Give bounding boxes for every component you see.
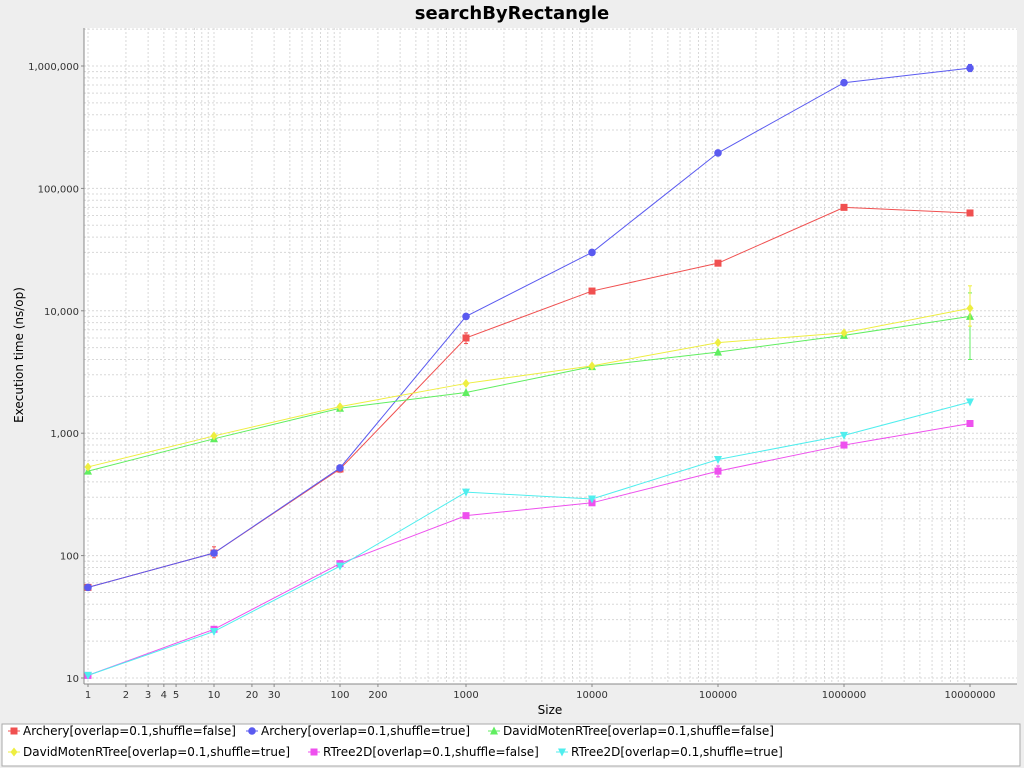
data-point <box>84 671 92 680</box>
y-tick-label: 1,000,000 <box>28 62 79 73</box>
data-point <box>588 361 596 371</box>
x-tick-label: 2 <box>123 690 129 701</box>
data-point <box>966 420 974 428</box>
data-point <box>462 334 470 342</box>
data-point <box>336 464 344 472</box>
legend-swatch-marker <box>10 747 18 757</box>
x-tick-label: 10000 <box>576 690 608 701</box>
data-point <box>966 303 974 313</box>
y-tick-label: 10,000 <box>44 307 79 318</box>
data-point <box>840 78 848 87</box>
x-tick-label: 3 <box>145 690 151 701</box>
series-line <box>87 67 971 588</box>
data-point <box>210 627 218 636</box>
data-point <box>462 512 470 520</box>
data-point <box>336 562 344 571</box>
x-tick-label: 10 <box>208 690 221 701</box>
data-point <box>714 455 722 464</box>
data-point <box>210 549 218 557</box>
y-tick-label: 1,000 <box>50 429 79 440</box>
legend-swatch-marker <box>490 726 498 735</box>
data-point <box>966 64 974 72</box>
legend-label: Archery[overlap=0.1,shuffle=false] <box>23 724 236 738</box>
data-point <box>462 378 470 388</box>
legend-item-2: DavidMotenRTree[overlap=0.1,shuffle=fals… <box>488 724 774 738</box>
data-point <box>462 488 470 497</box>
series-3 <box>84 285 974 472</box>
x-tick-label: 1000000 <box>822 690 867 701</box>
y-tick-label: 100 <box>60 552 79 563</box>
data-point <box>462 312 470 321</box>
grid-layer <box>84 28 1017 684</box>
legend-label: RTree2D[overlap=0.1,shuffle=true] <box>571 745 783 759</box>
legend-label: RTree2D[overlap=0.1,shuffle=false] <box>323 745 539 759</box>
y-tick-label: 10 <box>66 674 79 685</box>
legend-swatch-marker <box>558 748 566 757</box>
axis-layer: 1 2 3 4 5 10 20 30 100 200 1000 10000 100000 1000000 1… <box>28 28 1017 701</box>
data-point <box>840 441 848 449</box>
legend-label: Archery[overlap=0.1,shuffle=true] <box>261 724 470 738</box>
x-axis-label: Size <box>538 703 563 717</box>
series-line <box>87 423 971 676</box>
x-tick-label: 4 <box>161 690 167 701</box>
legend-item-0: Archery[overlap=0.1,shuffle=false] <box>8 724 236 738</box>
chart-title: searchByRectangle <box>415 3 609 24</box>
legend-label: DavidMotenRTree[overlap=0.1,shuffle=true… <box>23 745 290 759</box>
data-point <box>588 495 596 504</box>
series-line <box>87 401 971 676</box>
x-tick-label: 10000000 <box>945 690 996 701</box>
data-point <box>714 149 722 157</box>
legend-item-3: DavidMotenRTree[overlap=0.1,shuffle=true… <box>8 745 290 759</box>
legend-swatch-marker <box>10 727 18 735</box>
series-layer <box>84 63 974 680</box>
x-tick-label: 30 <box>268 690 281 701</box>
legend: Archery[overlap=0.1,shuffle=false] Archer… <box>8 724 783 759</box>
legend-item-5: RTree2D[overlap=0.1,shuffle=true] <box>556 745 783 759</box>
data-point <box>84 462 92 472</box>
legend-item-4: RTree2D[overlap=0.1,shuffle=false] <box>308 745 539 759</box>
series-1 <box>84 63 974 592</box>
series-line <box>87 307 971 468</box>
data-point <box>210 431 218 441</box>
data-point <box>840 328 848 338</box>
data-point <box>462 388 470 397</box>
data-point <box>84 583 92 592</box>
data-point <box>840 203 848 211</box>
legend-item-1: Archery[overlap=0.1,shuffle=true] <box>246 724 470 738</box>
data-point <box>714 467 722 475</box>
data-point <box>336 402 344 412</box>
x-tick-label: 1 <box>85 690 91 701</box>
data-point <box>840 431 848 440</box>
data-point <box>714 259 722 267</box>
x-tick-label: 100 <box>330 690 349 701</box>
legend-box <box>1 723 1021 767</box>
series-line <box>87 315 971 472</box>
y-tick-label: 100,000 <box>38 184 79 195</box>
legend-label: DavidMotenRTree[overlap=0.1,shuffle=fals… <box>503 724 774 738</box>
data-point <box>714 347 722 356</box>
x-tick-label: 100000 <box>699 690 737 701</box>
data-point <box>588 248 596 257</box>
data-point <box>966 209 974 217</box>
data-point <box>966 398 974 407</box>
x-tick-label: 200 <box>368 690 387 701</box>
y-axis-label: Execution time (ns/op) <box>12 287 26 423</box>
plot-area <box>84 28 1017 684</box>
x-tick-label: 5 <box>173 690 179 701</box>
x-tick-label: 1000 <box>453 690 478 701</box>
data-point <box>588 287 596 295</box>
legend-swatch-marker <box>310 748 318 756</box>
x-tick-label: 20 <box>246 690 259 701</box>
legend-swatch-marker <box>248 727 256 735</box>
series-5 <box>84 398 974 680</box>
data-point <box>714 338 722 348</box>
